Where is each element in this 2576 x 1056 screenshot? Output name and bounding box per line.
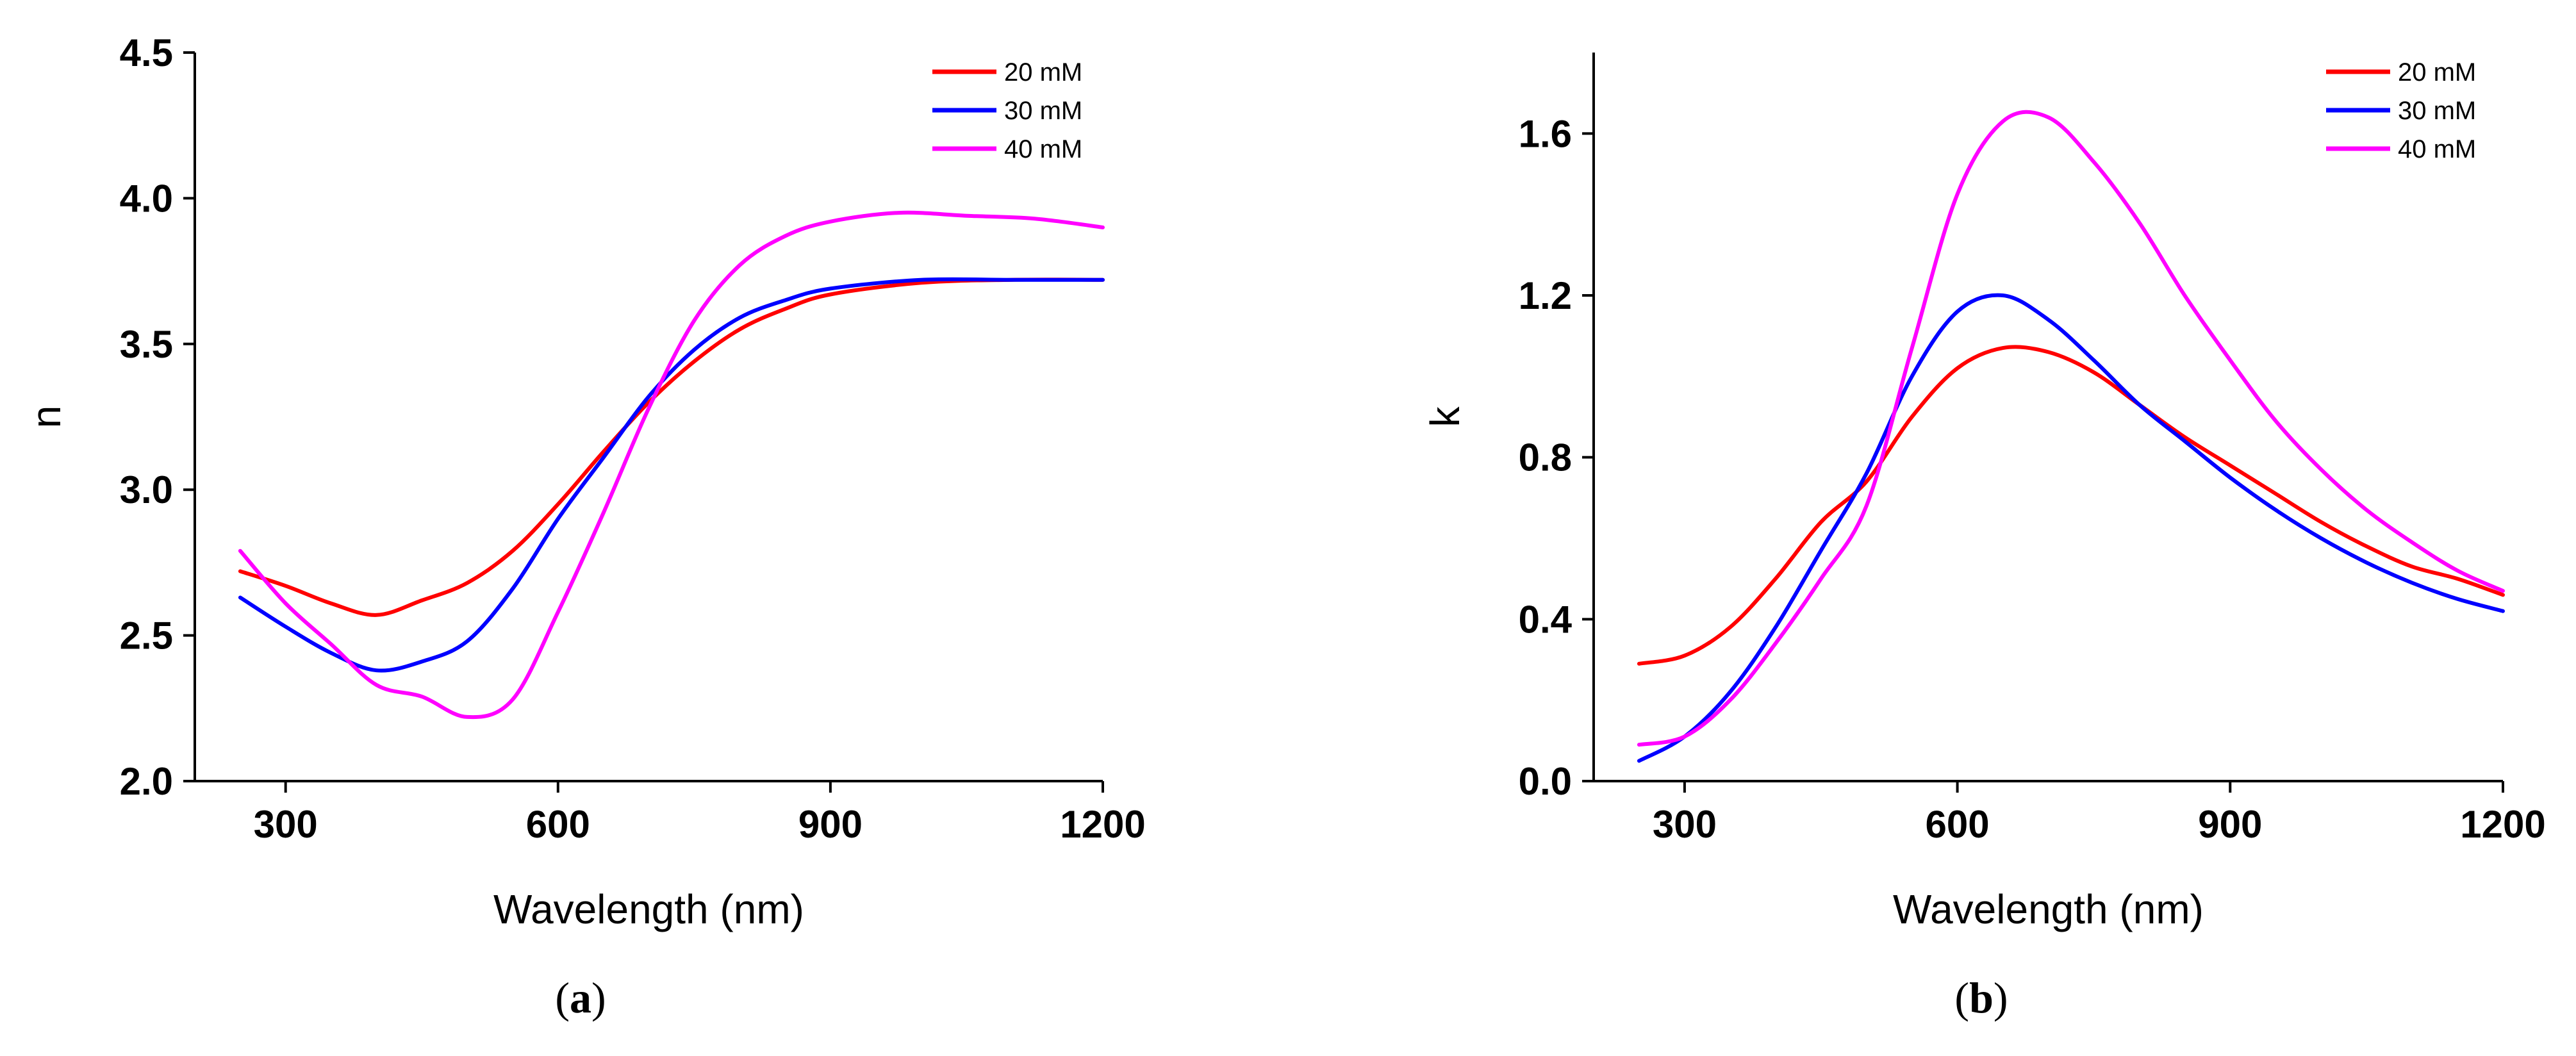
x-tick-label: 300: [254, 803, 318, 846]
chart-panel-b: 0.0 0.4 0.8 1.2 1.6 300 600 900 1200 Wavelength (…: [1422, 53, 2546, 1022]
legend-label: 20 mM: [2398, 58, 2476, 87]
legend-label: 30 mM: [1004, 97, 1082, 125]
legend: 20 mM 30 mM 40 mM: [2326, 58, 2476, 163]
x-tick-label: 1200: [2460, 803, 2545, 846]
legend-label: 40 mM: [2398, 135, 2476, 163]
y-tick-label: 3.0: [120, 468, 173, 511]
x-tick-label: 900: [798, 803, 863, 846]
panel-label: (b): [1954, 973, 2008, 1022]
series-line-40-mm: [238, 210, 1105, 720]
axis-frame: [194, 53, 1103, 782]
y-tick-label: 3.5: [120, 323, 173, 366]
legend-label: 30 mM: [2398, 97, 2476, 125]
chart-panel-a: 2.0 2.5 3.0 3.5 4.0 4.5 300 600 900 1200 Wavelengt…: [23, 31, 1146, 1022]
panel-label: (a): [555, 973, 606, 1022]
x-tick-label: 900: [2198, 803, 2262, 846]
legend-label: 40 mM: [1004, 135, 1082, 163]
x-tick-label: 1200: [1060, 803, 1145, 846]
x-tick-label: 600: [1926, 803, 1990, 846]
y-tick-label: 1.2: [1519, 274, 1572, 317]
y-tick-label: 2.0: [120, 760, 173, 803]
series-line-30-mm: [1637, 293, 2505, 763]
axis-frame: [1592, 53, 2503, 782]
y-tick-label: 4.0: [120, 177, 173, 220]
series-line-30-mm: [238, 277, 1105, 673]
y-tick-label: 2.5: [120, 615, 173, 657]
y-axis-title: k: [1422, 406, 1468, 427]
y-tick-label: 1.6: [1519, 112, 1572, 155]
series-line-20-mm: [1637, 345, 2505, 666]
legend-label: 20 mM: [1004, 58, 1082, 87]
y-tick-label: 4.5: [120, 31, 173, 74]
series-line-20-mm: [238, 277, 1105, 617]
x-tick-label: 300: [1653, 803, 1717, 846]
y-axis-title: n: [23, 406, 69, 429]
legend: 20 mM 30 mM 40 mM: [932, 58, 1082, 163]
series-line-40-mm: [1637, 110, 2505, 747]
x-axis-title: Wavelength (nm): [1893, 886, 2204, 932]
y-tick-label: 0.4: [1519, 598, 1573, 641]
y-tick-label: 0.0: [1519, 760, 1572, 803]
x-tick-label: 600: [526, 803, 590, 846]
y-tick-label: 0.8: [1519, 436, 1572, 479]
x-axis-title: Wavelength (nm): [493, 886, 804, 932]
